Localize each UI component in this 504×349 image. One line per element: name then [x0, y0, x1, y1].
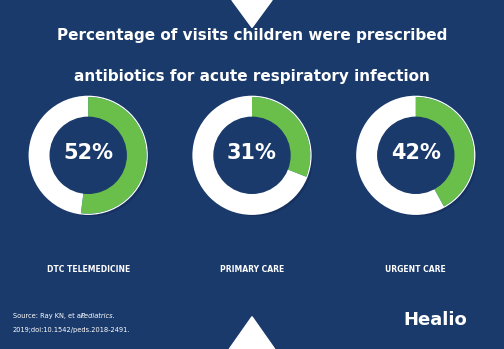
Wedge shape	[416, 97, 474, 206]
Wedge shape	[198, 101, 313, 216]
Wedge shape	[29, 96, 148, 215]
Text: Healio: Healio	[403, 311, 467, 329]
Circle shape	[378, 117, 454, 193]
Text: 2019;doi:10.1542/peds.2018-2491.: 2019;doi:10.1542/peds.2018-2491.	[13, 327, 130, 333]
Wedge shape	[193, 96, 311, 215]
Wedge shape	[81, 97, 147, 214]
Polygon shape	[232, 0, 272, 28]
Wedge shape	[252, 97, 310, 177]
Text: Pediatrics.: Pediatrics.	[81, 313, 115, 319]
Wedge shape	[34, 101, 149, 216]
Text: URGENT CARE: URGENT CARE	[386, 265, 446, 274]
Wedge shape	[81, 97, 147, 214]
Text: DTC TELEMEDICINE: DTC TELEMEDICINE	[46, 265, 130, 274]
Polygon shape	[229, 317, 275, 349]
Wedge shape	[361, 101, 477, 216]
Wedge shape	[252, 97, 310, 177]
Wedge shape	[416, 97, 474, 206]
Circle shape	[50, 117, 126, 193]
Text: antibiotics for acute respiratory infection: antibiotics for acute respiratory infect…	[74, 69, 430, 84]
Text: Source: Ray KN, et al.: Source: Ray KN, et al.	[13, 313, 87, 319]
Circle shape	[214, 117, 290, 193]
Text: 52%: 52%	[63, 143, 113, 163]
Polygon shape	[229, 110, 275, 143]
Text: Percentage of visits children were prescribed: Percentage of visits children were presc…	[57, 28, 447, 43]
Text: 42%: 42%	[391, 143, 440, 163]
Text: 31%: 31%	[227, 143, 277, 163]
Wedge shape	[356, 96, 475, 215]
Text: PRIMARY CARE: PRIMARY CARE	[220, 265, 284, 274]
